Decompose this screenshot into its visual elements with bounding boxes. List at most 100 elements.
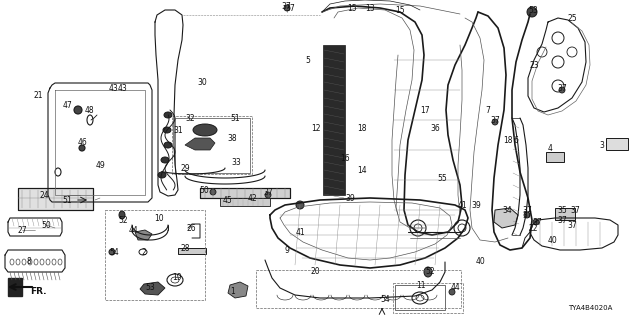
Ellipse shape: [524, 212, 530, 218]
Text: 46: 46: [77, 138, 87, 147]
Bar: [555, 208, 575, 220]
Text: 37: 37: [281, 2, 291, 11]
Text: 33: 33: [231, 157, 241, 166]
Ellipse shape: [79, 145, 85, 151]
Text: 11: 11: [416, 281, 426, 290]
Ellipse shape: [527, 7, 537, 17]
Text: 15: 15: [347, 4, 357, 12]
Text: 37: 37: [522, 205, 532, 214]
Text: 22: 22: [528, 223, 538, 233]
Text: 38: 38: [227, 133, 237, 142]
Text: 39: 39: [471, 201, 481, 210]
Bar: [200, 188, 290, 198]
Text: 12: 12: [311, 124, 321, 132]
Text: 4: 4: [548, 143, 552, 153]
Text: 25: 25: [567, 13, 577, 22]
Text: 37: 37: [285, 4, 295, 12]
Text: 52: 52: [118, 215, 128, 225]
Text: 13: 13: [365, 4, 375, 12]
Bar: [546, 152, 564, 162]
Ellipse shape: [164, 142, 172, 148]
Text: 6: 6: [513, 135, 518, 145]
Text: 52: 52: [425, 268, 435, 276]
Ellipse shape: [533, 219, 539, 225]
Ellipse shape: [193, 124, 217, 136]
Text: 54: 54: [109, 247, 119, 257]
Ellipse shape: [163, 127, 171, 133]
Ellipse shape: [74, 106, 82, 114]
Ellipse shape: [161, 157, 169, 163]
Bar: [175, 118, 250, 173]
Polygon shape: [8, 278, 22, 296]
Ellipse shape: [492, 119, 498, 125]
Bar: [220, 198, 270, 206]
Text: 35: 35: [557, 205, 567, 214]
Text: 51: 51: [230, 114, 240, 123]
Bar: [18, 188, 93, 210]
Text: 37: 37: [570, 205, 580, 214]
Bar: [395, 285, 445, 310]
Text: 5: 5: [305, 55, 310, 65]
Polygon shape: [135, 230, 152, 240]
Text: 43: 43: [117, 84, 127, 92]
Text: 49: 49: [95, 161, 105, 170]
Text: 51: 51: [62, 196, 72, 204]
Ellipse shape: [164, 112, 172, 118]
Bar: [200, 188, 290, 198]
Text: 45: 45: [222, 196, 232, 204]
Ellipse shape: [210, 189, 216, 195]
Text: 37: 37: [522, 211, 532, 220]
Polygon shape: [494, 208, 518, 228]
Bar: [606, 138, 628, 150]
Text: 18: 18: [357, 124, 367, 132]
Text: 37: 37: [263, 188, 273, 196]
Text: 55: 55: [437, 173, 447, 182]
Text: 50: 50: [41, 220, 51, 229]
Ellipse shape: [424, 267, 432, 277]
Polygon shape: [228, 282, 248, 298]
Text: 44: 44: [450, 284, 460, 292]
Text: TYA4B4020A: TYA4B4020A: [568, 305, 612, 311]
Ellipse shape: [449, 289, 455, 295]
Polygon shape: [140, 282, 165, 295]
Text: 20: 20: [310, 268, 320, 276]
Text: 43: 43: [108, 84, 118, 92]
Ellipse shape: [109, 249, 115, 255]
Text: 3: 3: [600, 140, 604, 149]
Polygon shape: [185, 138, 215, 150]
Text: 14: 14: [357, 165, 367, 174]
Text: 2: 2: [141, 247, 147, 257]
Text: 53: 53: [145, 284, 155, 292]
Bar: [172, 116, 252, 174]
Text: 34: 34: [502, 205, 512, 214]
Text: 32: 32: [185, 114, 195, 123]
Text: 41: 41: [295, 228, 305, 236]
Text: 40: 40: [475, 258, 485, 267]
Ellipse shape: [158, 172, 166, 178]
Text: 40: 40: [547, 236, 557, 244]
Bar: [178, 248, 206, 254]
Text: 28: 28: [180, 244, 189, 252]
Bar: [18, 188, 93, 210]
Text: 23: 23: [529, 60, 539, 69]
Polygon shape: [323, 45, 345, 195]
Text: 37: 37: [557, 84, 567, 92]
Text: 21: 21: [33, 91, 43, 100]
Text: 1: 1: [230, 287, 236, 297]
Text: 53: 53: [528, 5, 538, 14]
Text: 37: 37: [567, 220, 577, 229]
Text: 44: 44: [128, 226, 138, 235]
Text: 42: 42: [247, 194, 257, 203]
Text: 48: 48: [84, 106, 94, 115]
Ellipse shape: [559, 87, 565, 93]
Text: 41: 41: [457, 201, 467, 210]
Ellipse shape: [284, 5, 290, 11]
Text: 30: 30: [197, 77, 207, 86]
Bar: [393, 283, 463, 313]
Text: 24: 24: [39, 190, 49, 199]
Text: 7: 7: [486, 106, 490, 115]
Text: FR.: FR.: [29, 287, 46, 297]
Text: 29: 29: [180, 164, 190, 172]
Bar: [105, 210, 205, 300]
Text: 39: 39: [345, 194, 355, 203]
